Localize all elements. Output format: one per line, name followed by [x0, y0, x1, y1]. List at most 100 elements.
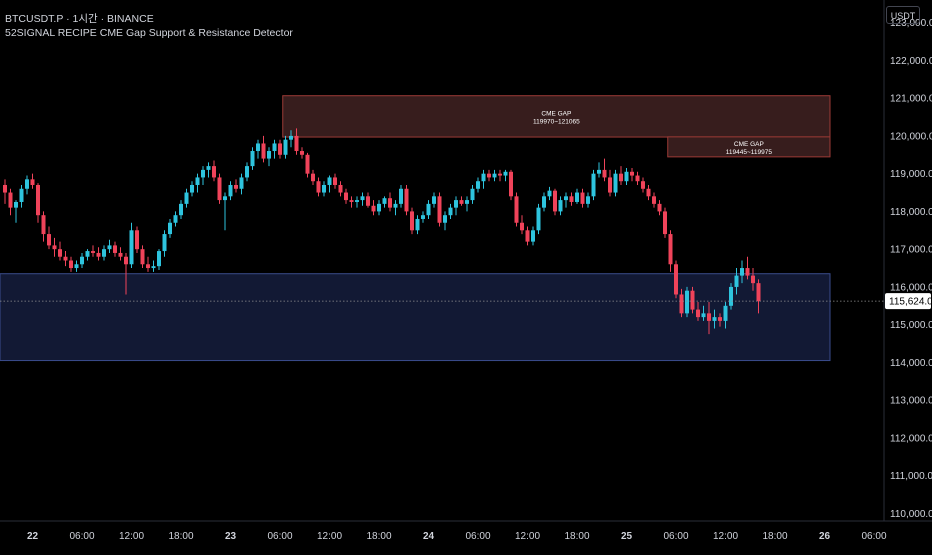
candle-body[interactable]: [206, 166, 211, 170]
candle-body[interactable]: [690, 290, 695, 310]
candle-body[interactable]: [553, 190, 557, 212]
candle-body[interactable]: [465, 200, 469, 204]
candle-body[interactable]: [619, 173, 623, 182]
candle-body[interactable]: [300, 151, 304, 155]
candle-body[interactable]: [212, 166, 216, 178]
candle-body[interactable]: [217, 177, 222, 201]
candle-body[interactable]: [756, 283, 761, 302]
candle-body[interactable]: [3, 184, 7, 193]
candle-body[interactable]: [195, 177, 200, 185]
candle-body[interactable]: [663, 211, 667, 235]
candle-body[interactable]: [602, 169, 607, 178]
candle-body[interactable]: [443, 215, 447, 223]
candle-body[interactable]: [624, 171, 629, 182]
candle-body[interactable]: [360, 196, 365, 201]
candle-body[interactable]: [333, 177, 337, 185]
candle-body[interactable]: [129, 230, 134, 265]
candle-body[interactable]: [146, 264, 150, 269]
candle-body[interactable]: [487, 173, 491, 178]
candle-body[interactable]: [14, 201, 18, 208]
candle-body[interactable]: [734, 275, 739, 287]
candle-body[interactable]: [184, 192, 189, 204]
candle-body[interactable]: [179, 203, 183, 216]
candle-body[interactable]: [327, 177, 332, 185]
candle-body[interactable]: [261, 143, 266, 159]
candle-body[interactable]: [641, 181, 645, 189]
candle-body[interactable]: [415, 218, 420, 231]
candle-body[interactable]: [30, 179, 35, 185]
candle-body[interactable]: [437, 196, 442, 223]
candle-body[interactable]: [740, 268, 744, 276]
candle-body[interactable]: [646, 188, 651, 197]
candle-body[interactable]: [674, 264, 678, 295]
candle-body[interactable]: [289, 135, 293, 140]
candle-body[interactable]: [668, 234, 673, 265]
candle-body[interactable]: [712, 317, 717, 321]
candle-body[interactable]: [124, 256, 128, 265]
candle-body[interactable]: [322, 184, 326, 193]
candle-body[interactable]: [239, 177, 244, 189]
candle-body[interactable]: [426, 203, 431, 216]
candle-body[interactable]: [388, 198, 392, 208]
candle-body[interactable]: [421, 215, 425, 219]
candle-body[interactable]: [492, 173, 497, 178]
candle-body[interactable]: [283, 139, 288, 155]
candle-body[interactable]: [503, 171, 508, 176]
candle-body[interactable]: [118, 252, 123, 257]
candle-body[interactable]: [597, 169, 601, 174]
candle-body[interactable]: [228, 184, 233, 197]
candle-body[interactable]: [85, 251, 90, 257]
candle-body[interactable]: [509, 171, 513, 197]
candle-body[interactable]: [256, 143, 260, 152]
candle-body[interactable]: [558, 200, 563, 212]
candle-body[interactable]: [80, 256, 84, 265]
candle-body[interactable]: [311, 173, 315, 182]
candle-body[interactable]: [272, 143, 277, 152]
candle-body[interactable]: [140, 249, 145, 265]
candle-body[interactable]: [74, 264, 79, 269]
candle-body[interactable]: [696, 309, 700, 318]
candle-body[interactable]: [608, 177, 612, 193]
candle-body[interactable]: [514, 196, 519, 223]
candle-body[interactable]: [91, 251, 95, 253]
candle-body[interactable]: [547, 190, 552, 197]
candle-body[interactable]: [47, 234, 51, 246]
candle-body[interactable]: [520, 222, 524, 231]
candle-body[interactable]: [338, 184, 343, 193]
candle-body[interactable]: [586, 196, 590, 204]
candle-body[interactable]: [718, 317, 722, 321]
candle-body[interactable]: [613, 173, 618, 193]
candle-body[interactable]: [245, 166, 249, 178]
candle-body[interactable]: [201, 169, 205, 178]
time-axis[interactable]: 22 06:00 12:00 18:00 23 06:00 12:00 18:00 24 06:0…: [27, 531, 887, 542]
candle-body[interactable]: [382, 198, 387, 204]
candle-body[interactable]: [96, 252, 101, 257]
candle-body[interactable]: [157, 251, 161, 267]
currency-selector[interactable]: USDT: [886, 6, 920, 24]
candle-body[interactable]: [531, 230, 535, 242]
candle-body[interactable]: [8, 192, 13, 208]
candle-body[interactable]: [751, 275, 755, 284]
candle-body[interactable]: [278, 143, 282, 155]
candle-body[interactable]: [575, 192, 579, 202]
candle-body[interactable]: [652, 196, 656, 204]
candle-body[interactable]: [344, 192, 348, 201]
candle-body[interactable]: [432, 196, 436, 204]
candle-body[interactable]: [267, 151, 271, 159]
candle-body[interactable]: [470, 188, 475, 201]
candle-body[interactable]: [685, 290, 689, 314]
candle-body[interactable]: [481, 173, 486, 182]
candle-body[interactable]: [410, 211, 414, 231]
symbol-legend[interactable]: BTCUSDT.P · 1시간 · BINANCE: [5, 11, 154, 26]
candle-body[interactable]: [294, 135, 299, 152]
candle-body[interactable]: [591, 173, 596, 197]
candle-body[interactable]: [542, 196, 546, 208]
candle-body[interactable]: [459, 200, 464, 204]
candle-body[interactable]: [729, 286, 733, 306]
candle-body[interactable]: [657, 203, 662, 212]
candle-body[interactable]: [113, 245, 117, 253]
candle-body[interactable]: [173, 215, 178, 223]
candle-body[interactable]: [58, 249, 62, 257]
